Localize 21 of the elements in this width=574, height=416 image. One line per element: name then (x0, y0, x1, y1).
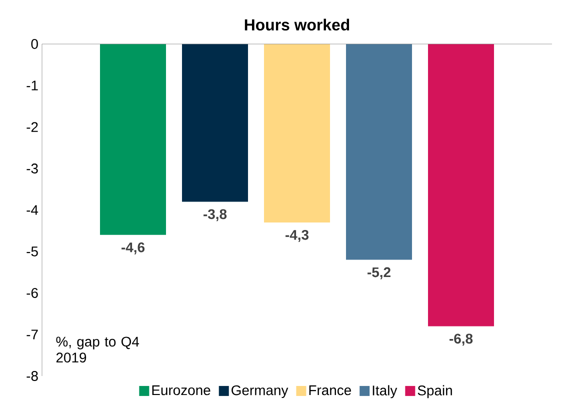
y-tick-label: 0 (31, 39, 38, 49)
y-tick-label: -2 (26, 122, 38, 132)
legend-label: Italy (372, 385, 398, 398)
y-tick-label: -7 (26, 330, 38, 340)
y-tick-label: -4 (26, 205, 38, 215)
legend-label: France (309, 385, 351, 396)
data-label: -4,3 (286, 230, 309, 242)
data-label: -4,6 (122, 242, 145, 254)
legend-label: Germany (232, 385, 288, 398)
data-label: -3,8 (204, 209, 227, 222)
y-tick-label: -1 (26, 80, 38, 90)
legend-label: Eurozone (152, 385, 210, 396)
y-tick-label: -5 (26, 246, 38, 256)
y-tick-label: -8 (26, 371, 38, 381)
data-label: -5,2 (368, 267, 390, 280)
y-tick-label: -6 (26, 288, 38, 298)
legend-label: Spain (418, 385, 452, 398)
annotation: %, gap to Q4 2019 (56, 336, 140, 363)
chart-title: Hours worked (244, 18, 350, 31)
data-label: -6,8 (450, 334, 473, 346)
y-tick-label: -3 (26, 164, 38, 174)
